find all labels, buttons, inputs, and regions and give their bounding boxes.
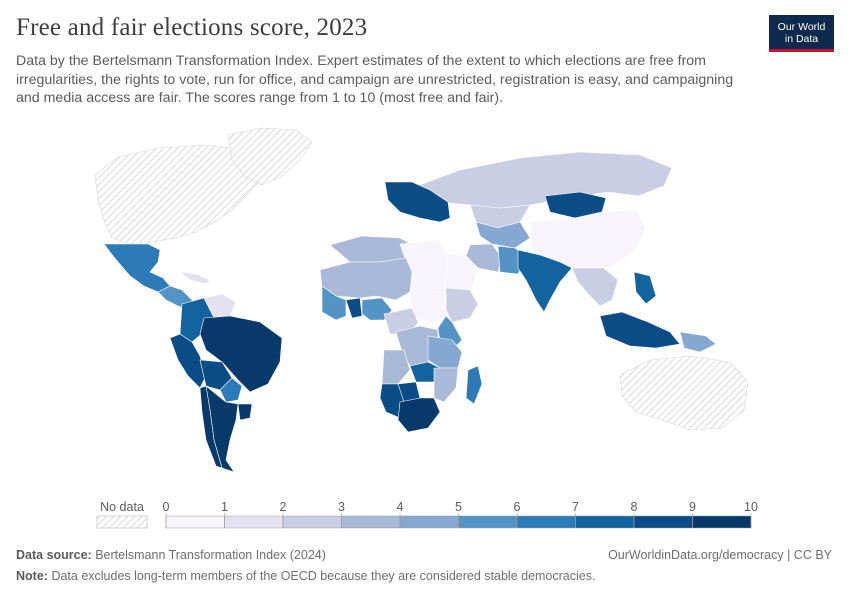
legend-bin-0[interactable] bbox=[165, 515, 225, 529]
note-label: Note: bbox=[16, 569, 48, 583]
country-north-america-oecd[interactable] bbox=[94, 144, 269, 245]
country-paraguay[interactable] bbox=[219, 377, 243, 403]
legend-bin-7[interactable] bbox=[575, 515, 635, 529]
country-cuba[interactable] bbox=[179, 271, 211, 285]
logo-line-1: Our World bbox=[777, 21, 826, 33]
legend-tick-6: 6 bbox=[514, 500, 521, 514]
legend-bin-3[interactable] bbox=[341, 515, 401, 529]
legend-bin-2[interactable] bbox=[282, 515, 342, 529]
legend-tick-5: 5 bbox=[455, 500, 462, 514]
legend-tick-1: 1 bbox=[221, 500, 228, 514]
legend-tick-4: 4 bbox=[397, 500, 404, 514]
country-madagascar[interactable] bbox=[465, 365, 483, 405]
legend-bin-5[interactable] bbox=[458, 515, 518, 529]
country-west-africa[interactable] bbox=[321, 285, 347, 321]
country-uruguay[interactable] bbox=[237, 403, 253, 421]
country-brazil[interactable] bbox=[199, 315, 283, 393]
country-china[interactable] bbox=[529, 209, 647, 271]
legend-bin-8[interactable] bbox=[633, 515, 693, 529]
country-southeast-asia[interactable] bbox=[571, 267, 619, 307]
logo-line-2: in Data bbox=[784, 33, 819, 45]
country-south-africa[interactable] bbox=[397, 397, 441, 433]
owid-logo[interactable]: Our World in Data bbox=[769, 15, 834, 52]
country-eastern-europe[interactable] bbox=[384, 181, 451, 223]
country-philippines[interactable] bbox=[633, 271, 657, 305]
country-russia[interactable] bbox=[411, 151, 673, 209]
source-url-link[interactable]: OurWorldinData.org/democracy | CC BY bbox=[608, 548, 832, 562]
country-australia-oecd[interactable] bbox=[619, 355, 749, 431]
country-ghana[interactable] bbox=[345, 297, 363, 319]
legend-no-data-label: No data bbox=[100, 500, 144, 514]
country-greenland[interactable] bbox=[227, 127, 313, 186]
legend-bin-4[interactable] bbox=[399, 515, 459, 529]
country-ethiopia[interactable] bbox=[445, 287, 479, 323]
legend-bin-6[interactable] bbox=[516, 515, 576, 529]
data-source: Data source: Bertelsmann Transformation … bbox=[16, 548, 326, 562]
country-mozambique[interactable] bbox=[433, 367, 459, 403]
world-map bbox=[94, 127, 749, 473]
legend-bin-1[interactable] bbox=[224, 515, 284, 529]
country-sahel[interactable] bbox=[319, 257, 413, 301]
country-angola[interactable] bbox=[381, 349, 411, 385]
data-source-label: Data source: bbox=[16, 548, 92, 562]
map-legend: No data 0 1 2 3 4 5 6 7 8 9 10 bbox=[96, 500, 758, 529]
legend-no-data-swatch bbox=[96, 515, 148, 529]
legend-tick-8: 8 bbox=[631, 500, 638, 514]
legend-tick-2: 2 bbox=[280, 500, 287, 514]
country-indonesia[interactable] bbox=[599, 311, 681, 349]
country-central-asia[interactable] bbox=[475, 221, 531, 249]
country-papua-new-guinea[interactable] bbox=[679, 331, 717, 353]
note-value: Data excludes long-term members of the O… bbox=[51, 569, 596, 583]
chart-note: Note: Data excludes long-term members of… bbox=[16, 569, 595, 583]
legend-tick-3: 3 bbox=[338, 500, 345, 514]
country-sudan[interactable] bbox=[409, 271, 447, 323]
country-chile[interactable] bbox=[199, 385, 223, 469]
legend-tick-10: 10 bbox=[744, 500, 758, 514]
legend-tick-7: 7 bbox=[572, 500, 579, 514]
chart-subtitle: Data by the Bertelsmann Transformation I… bbox=[16, 53, 734, 106]
country-india[interactable] bbox=[517, 249, 573, 313]
legend-tick-0: 0 bbox=[163, 500, 170, 514]
legend-tick-9: 9 bbox=[689, 500, 696, 514]
legend-bin-9[interactable] bbox=[692, 515, 752, 529]
data-source-value: Bertelsmann Transformation Index (2024) bbox=[95, 548, 326, 562]
chart-title: Free and fair elections score, 2023 bbox=[16, 14, 368, 41]
country-mexico[interactable] bbox=[103, 243, 171, 293]
